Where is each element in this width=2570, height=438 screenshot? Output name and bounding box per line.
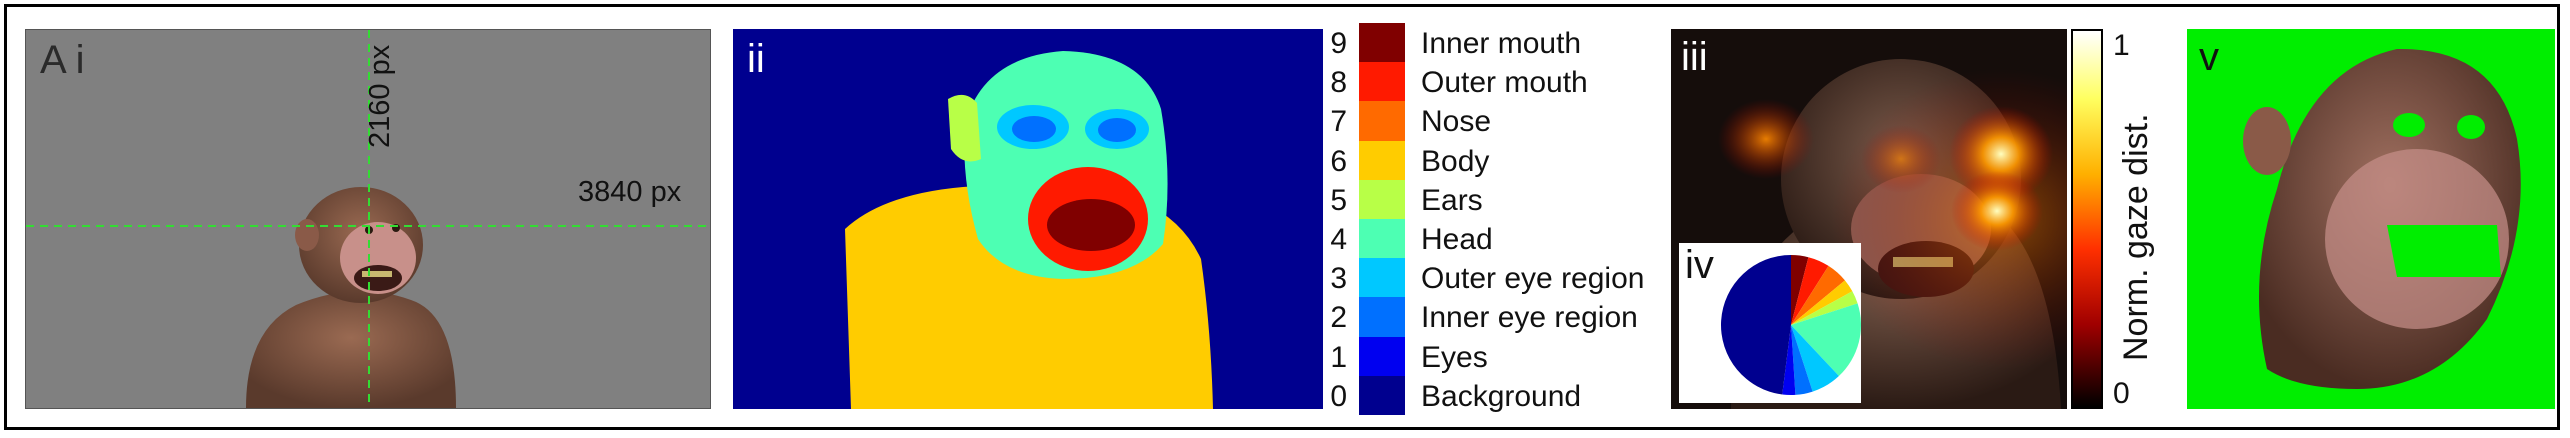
panel-a-i: A i 3840 px 2160 px: [25, 29, 711, 409]
panel-label-ii: ii: [747, 37, 765, 81]
legend-swatch: [1359, 375, 1405, 415]
segmentation-map: [845, 51, 1213, 409]
panel-iii: iii: [1671, 29, 2067, 409]
legend-label: Outer mouth: [1421, 66, 1588, 100]
legend-value: 6: [1330, 144, 1347, 178]
legend-label: Background: [1421, 379, 1582, 413]
legend-value: 1: [1330, 340, 1347, 374]
colorbar-title: Norm. gaze dist.: [2117, 113, 2155, 361]
legend-label: Eyes: [1421, 340, 1488, 374]
legend-value: 4: [1330, 223, 1347, 256]
segmentation-legend: 9 Inner mouth 8 Outer mouth 7 Nose 6 Body 5 Ears 4…: [1325, 23, 1687, 415]
pie-slice: [1791, 265, 1845, 325]
pie-slice: [1791, 280, 1853, 325]
legend-swatch: [1359, 62, 1405, 102]
legend-label: Inner eye region: [1421, 301, 1638, 335]
legend-swatch: [1359, 336, 1405, 377]
category-pie-chart: [1721, 255, 1861, 395]
pie-slice: [1791, 325, 1813, 395]
legend-label: Ears: [1421, 183, 1483, 217]
colorbar-min-label: 0: [2113, 377, 2130, 410]
legend-swatch: [1359, 297, 1405, 338]
monkey-render-gray: [26, 30, 710, 408]
pie-slice: [1791, 303, 1861, 377]
legend-swatch: [1359, 219, 1405, 259]
width-annotation: 3840 px: [578, 176, 682, 208]
legend-label: Outer eye region: [1421, 262, 1645, 296]
panel-label-iv: iv: [1685, 243, 1714, 287]
legend-value: 9: [1330, 27, 1347, 60]
legend-swatch: [1359, 179, 1405, 220]
legend-label: Head: [1421, 223, 1493, 256]
legend-swatch: [1359, 23, 1405, 63]
panel-ii: ii: [733, 29, 1323, 409]
monkey-render-green: [2243, 48, 2521, 389]
pie-slice: [1791, 325, 1839, 392]
legend-label: Body: [1421, 144, 1490, 178]
legend-label: Inner mouth: [1421, 27, 1582, 60]
panel-label-v: v: [2199, 35, 2219, 79]
pie-slice: [1791, 291, 1858, 325]
legend-value: 7: [1330, 105, 1347, 139]
legend-value: 8: [1330, 66, 1347, 100]
pie-slice: [1791, 255, 1809, 325]
pie-slice: [1721, 255, 1791, 395]
pie-slice: [1791, 257, 1829, 325]
legend-value: 5: [1330, 183, 1347, 217]
legend-swatch: [1359, 140, 1405, 181]
pie-slice: [1782, 325, 1796, 395]
height-annotation: 2160 px: [364, 44, 396, 148]
panel-label-a-i: A i: [40, 38, 85, 82]
panel-label-iii: iii: [1681, 35, 1708, 79]
legend-value: 3: [1330, 262, 1347, 296]
legend-label: Nose: [1421, 105, 1492, 139]
figure-frame: A i 3840 px 2160 px ii 9 Inner mouth 8 Oute…: [4, 4, 2560, 430]
legend-value: 2: [1330, 301, 1347, 335]
legend-value: 0: [1330, 379, 1347, 413]
panel-iv: iv: [1679, 243, 1861, 403]
legend-swatch: [1359, 101, 1405, 142]
panel-v: v: [2187, 29, 2555, 409]
colorbar-gradient: [2071, 29, 2103, 409]
colorbar-max-label: 1: [2113, 29, 2130, 62]
legend-swatch: [1359, 258, 1405, 298]
